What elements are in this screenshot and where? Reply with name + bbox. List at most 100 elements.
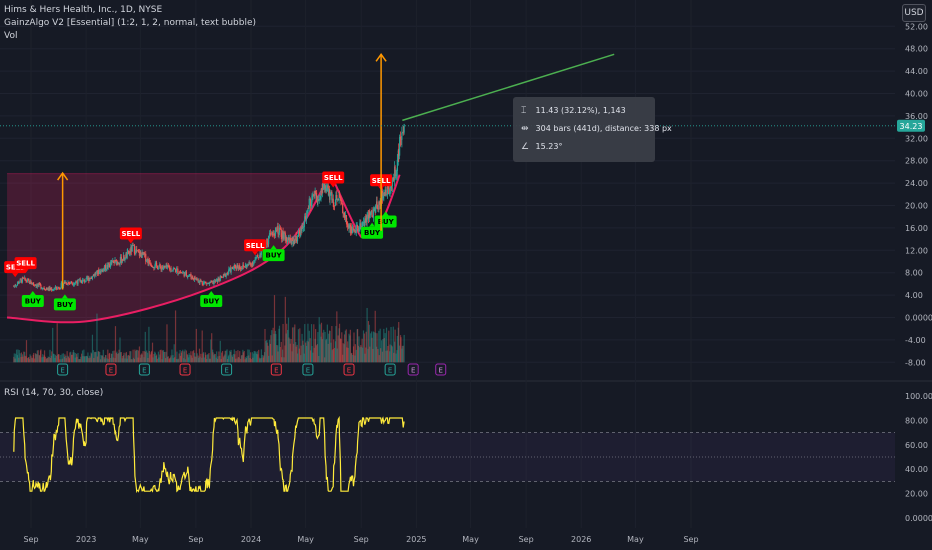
volume-bar (169, 357, 171, 363)
candle-body (67, 282, 70, 284)
volume-bar (320, 322, 323, 363)
candle-body (231, 267, 234, 269)
volume-bar (132, 357, 135, 363)
volume-bar (346, 347, 348, 363)
candle-body (401, 132, 403, 134)
volume-bar (385, 350, 387, 363)
candle-body (342, 213, 344, 214)
volume-label[interactable]: Vol (4, 31, 18, 41)
earnings-marker-label: E (388, 367, 392, 375)
candle-body (307, 208, 309, 214)
volume-bar (362, 330, 365, 363)
volume-bar (375, 332, 377, 363)
volume-bar (36, 350, 38, 363)
volume-bar (206, 354, 208, 363)
currency-button[interactable]: USD (902, 4, 926, 22)
volume-bar (93, 358, 95, 363)
candle-body (83, 279, 85, 283)
candle-body (377, 207, 379, 210)
candle-body (293, 239, 295, 245)
candle-body (171, 270, 173, 272)
earnings-marker-label: E (411, 367, 415, 375)
volume-bar (125, 353, 127, 363)
volume-bar (263, 355, 265, 363)
volume-bar (102, 349, 104, 363)
volume-bar (96, 356, 99, 363)
volume-bar (128, 355, 131, 363)
candle-body (124, 259, 126, 261)
volume-bar (160, 349, 162, 363)
earnings-marker-label: E (183, 367, 187, 375)
candle-body (127, 251, 130, 254)
volume-bar (396, 335, 398, 363)
volume-bar (378, 355, 380, 363)
buy-signal (200, 295, 223, 308)
volume-bar (17, 349, 19, 363)
candle-body (229, 267, 231, 269)
volume-bar (286, 323, 288, 363)
candle-body (317, 199, 319, 202)
volume-bar (62, 353, 65, 363)
price-tick-label: 48.00 (905, 45, 928, 54)
volume-bar (177, 359, 179, 363)
candle-body (78, 279, 80, 281)
rsi-label[interactable]: RSI (14, 70, 30, close) (4, 388, 104, 398)
volume-bar (377, 349, 379, 363)
volume-bar (154, 352, 156, 363)
volume-bar (224, 354, 226, 363)
volume-bar (314, 338, 316, 363)
candle-body (382, 196, 384, 199)
volume-bar (403, 334, 405, 363)
volume-bar (142, 351, 144, 363)
candle-body (64, 281, 66, 284)
volume-bar (367, 321, 370, 363)
volume-bar (85, 356, 87, 363)
last-price-badge (897, 119, 925, 132)
candle-body (357, 225, 359, 228)
symbol-title[interactable]: Hims & Hers Health, Inc., 1D, NYSE (4, 5, 163, 15)
angle-icon: ∠ (521, 142, 530, 152)
volume-bar (317, 332, 319, 363)
indicator-label[interactable]: GainzAlgo V2 [Essential] (1:2, 1, 2, nor… (4, 18, 257, 28)
candle-body (126, 251, 128, 258)
earnings-marker (105, 363, 117, 376)
volume-bar (357, 345, 360, 363)
candle-body (66, 284, 68, 285)
candle-body (109, 264, 111, 267)
volume-bar (332, 348, 334, 363)
volume-bar (60, 359, 62, 363)
volume-bar (165, 358, 167, 363)
candle-body (278, 227, 281, 233)
volume-bar (393, 352, 395, 363)
candle-body (324, 178, 326, 189)
volume-bar (379, 328, 381, 363)
buy-signal (262, 249, 285, 262)
time-tick-label: May (132, 535, 149, 544)
candle-body (308, 198, 310, 209)
volume-bar (83, 356, 85, 363)
volume-bar (243, 350, 245, 363)
candle-body (369, 212, 371, 216)
candle-body (234, 265, 236, 266)
candle-body (268, 233, 271, 236)
volume-bar (25, 356, 27, 363)
volume-bar (214, 354, 216, 363)
candle-body (84, 281, 86, 283)
candle-body (131, 245, 133, 252)
candle-body (15, 285, 18, 287)
candle-body (360, 226, 362, 227)
volume-bar (95, 352, 97, 363)
candle-body (402, 132, 404, 134)
volume-bar (124, 358, 126, 363)
candle-body (366, 215, 368, 223)
candle-body (376, 201, 378, 208)
volume-bar (38, 355, 41, 363)
volume-bar (20, 352, 23, 363)
candle-body (279, 227, 281, 230)
candle-body (167, 265, 169, 268)
volume-bar (34, 353, 37, 363)
candle-body (197, 279, 199, 283)
volume-bar (254, 351, 256, 363)
candle-body (259, 253, 261, 257)
